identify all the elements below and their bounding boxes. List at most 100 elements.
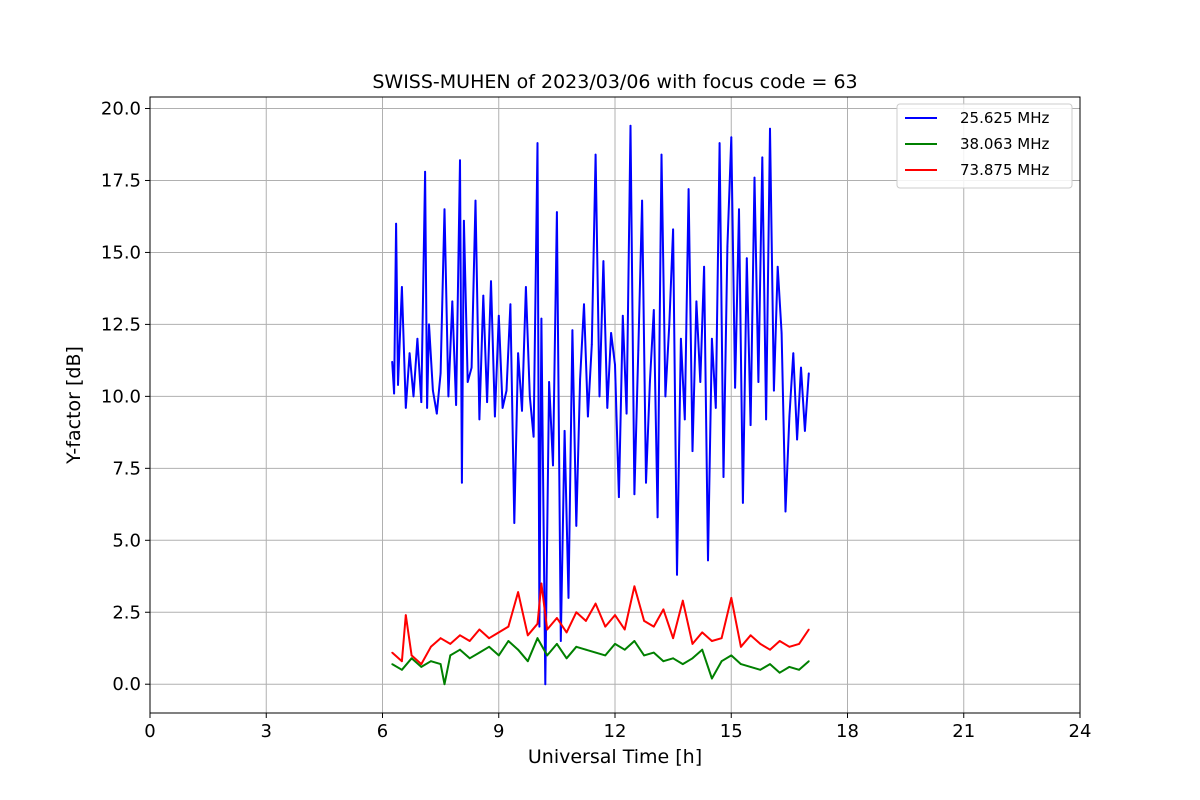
data-point [718, 142, 721, 145]
data-point [761, 156, 764, 159]
data-point [556, 643, 558, 645]
data-point [629, 124, 632, 127]
data-point [722, 476, 725, 478]
data-point [759, 668, 762, 671]
data-point [788, 415, 791, 418]
data-point [548, 381, 550, 383]
data-point [695, 300, 698, 303]
chart-title: SWISS-MUHEN of 2023/03/06 with focus cod… [372, 71, 857, 93]
data-point [490, 280, 492, 283]
data-point [447, 395, 450, 398]
data-point [410, 654, 413, 657]
data-point [621, 314, 624, 317]
data-point [662, 608, 665, 611]
x-tick-label: 9 [493, 721, 504, 742]
data-point [749, 634, 752, 637]
data-point [478, 418, 481, 421]
data-point [664, 395, 667, 398]
y-tick-label: 20.0 [101, 99, 141, 120]
data-point [769, 663, 771, 665]
data-point [391, 360, 394, 363]
data-point [604, 625, 607, 628]
data-point [443, 683, 446, 686]
data-point [478, 651, 481, 654]
data-point [656, 516, 659, 519]
x-tick-label: 6 [377, 721, 388, 742]
legend-box [896, 103, 1073, 189]
data-point [711, 677, 713, 680]
data-point [691, 450, 694, 452]
data-point [449, 643, 452, 645]
data-point [556, 617, 558, 619]
data-point [633, 640, 636, 642]
data-point [730, 136, 733, 139]
data-point [614, 363, 616, 366]
data-point [536, 622, 539, 625]
data-point [536, 637, 539, 640]
data-point [590, 343, 593, 346]
data-point [730, 654, 733, 657]
data-point [401, 660, 403, 663]
data-point [594, 602, 597, 605]
x-tick-label: 21 [952, 721, 975, 742]
data-point [494, 415, 496, 418]
data-point [610, 332, 612, 334]
data-point [426, 407, 428, 409]
data-point [618, 496, 620, 498]
data-point [552, 464, 554, 467]
data-point [507, 625, 510, 628]
data-point [652, 625, 655, 628]
data-point [521, 409, 523, 412]
data-point [420, 401, 423, 403]
data-point [691, 643, 694, 645]
data-point [707, 559, 709, 562]
y-axis-label: Y-factor [dB] [63, 346, 85, 465]
data-point [645, 481, 647, 484]
x-tick-label: 12 [604, 721, 627, 742]
data-point [505, 389, 508, 392]
data-point [424, 170, 426, 173]
data-point [501, 407, 504, 409]
data-point [468, 657, 471, 660]
data-point [625, 412, 628, 415]
data-point [393, 392, 395, 395]
data-point [410, 657, 413, 660]
data-point [759, 643, 762, 645]
x-axis-label: Universal Time [h] [528, 746, 702, 768]
data-point [482, 294, 485, 297]
data-point [451, 300, 454, 303]
data-point [509, 303, 512, 306]
data-point [604, 654, 607, 657]
data-point [757, 381, 760, 383]
data-point [401, 668, 403, 671]
data-point [412, 395, 415, 398]
x-tick-label: 18 [836, 721, 859, 742]
data-point [540, 582, 543, 585]
data-point [800, 366, 802, 369]
data-point [711, 640, 713, 642]
data-point [449, 654, 452, 657]
data-point [525, 286, 527, 288]
legend: 25.625 MHz 38.063 MHz 73.875 MHz [896, 103, 1073, 189]
data-point [726, 245, 729, 248]
data-point [672, 657, 674, 660]
data-point [740, 663, 742, 665]
data-point [594, 153, 597, 156]
data-point [681, 663, 684, 665]
data-point [769, 127, 771, 130]
data-point [701, 631, 704, 634]
data-point [660, 153, 663, 156]
data-point [623, 648, 626, 651]
data-point [633, 493, 636, 496]
data-point [633, 585, 636, 588]
data-point [544, 683, 547, 686]
data-point [776, 265, 779, 268]
data-point [614, 614, 616, 616]
x-axis: 0 3 6 9 12 15 18 21 24 [144, 713, 1091, 742]
data-point [753, 176, 756, 179]
data-point [681, 599, 684, 602]
data-point [567, 597, 570, 599]
y-tick-label: 5.0 [112, 530, 141, 551]
data-point [780, 332, 783, 334]
